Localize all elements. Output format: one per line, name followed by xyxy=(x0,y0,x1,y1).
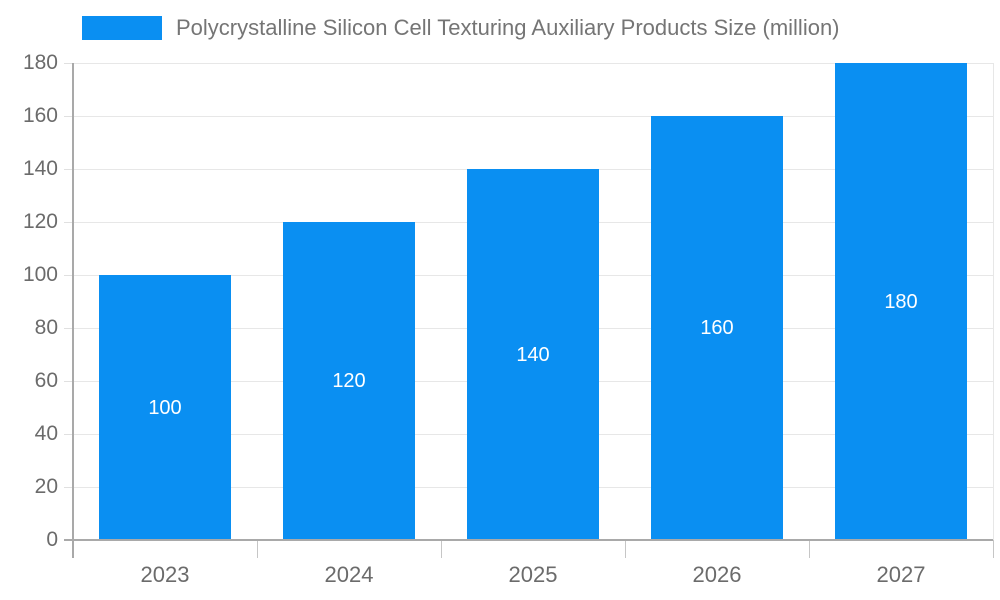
x-axis-tick-label: 2023 xyxy=(140,562,190,587)
legend-swatch-icon xyxy=(82,16,162,40)
y-axis-tick xyxy=(64,116,73,117)
bar-value-label: 180 xyxy=(884,290,918,313)
bar-value-label: 100 xyxy=(148,396,182,419)
y-axis-tick xyxy=(64,222,73,223)
bar-2026 xyxy=(651,116,783,540)
y-axis-tick xyxy=(64,328,73,329)
y-axis-tick-label: 120 xyxy=(22,210,58,233)
y-axis-tick-label: 100 xyxy=(22,263,58,286)
y-axis-tick xyxy=(64,275,73,276)
x-axis-tick-label: 2025 xyxy=(508,562,558,587)
y-axis-line xyxy=(72,63,74,558)
y-axis-tick xyxy=(64,63,73,64)
y-axis-tick-label: 180 xyxy=(22,51,58,74)
y-axis-tick-label: 80 xyxy=(34,316,58,339)
bar-value-label: 120 xyxy=(332,370,366,392)
x-axis-tick xyxy=(625,540,626,558)
x-axis-tick xyxy=(441,540,442,558)
y-axis-tick-label: 140 xyxy=(22,157,58,180)
bar-2023 xyxy=(99,275,231,540)
y-axis-tick xyxy=(64,434,73,435)
x-axis-line xyxy=(64,539,993,541)
y-axis-tick-label: 0 xyxy=(46,528,58,551)
legend-item[interactable]: Polycrystalline Silicon Cell Texturing A… xyxy=(82,15,840,41)
bar-2027 xyxy=(835,63,967,540)
y-axis-tick xyxy=(64,169,73,170)
y-axis-tick xyxy=(64,381,73,382)
y-axis-tick-label: 20 xyxy=(34,475,58,498)
bar-2025 xyxy=(467,169,599,540)
plot-right-border xyxy=(993,63,994,540)
y-axis-tick xyxy=(64,487,73,488)
x-axis-tick xyxy=(257,540,258,558)
x-axis-tick-label: 2027 xyxy=(876,562,926,587)
x-axis-tick xyxy=(809,540,810,558)
bar-value-label: 160 xyxy=(700,317,734,339)
bar-2024 xyxy=(283,222,415,540)
chart-title: Polycrystalline Silicon Cell Texturing A… xyxy=(176,15,840,40)
bar-value-label: 140 xyxy=(516,343,550,366)
x-axis-tick-label: 2026 xyxy=(692,562,742,587)
gridline xyxy=(73,63,993,64)
gridline xyxy=(73,116,993,117)
y-axis-tick-label: 160 xyxy=(22,104,58,127)
y-axis-tick-label: 60 xyxy=(34,369,58,392)
x-axis-tick-label: 2024 xyxy=(324,562,374,587)
y-axis-tick-label: 40 xyxy=(34,422,58,445)
x-axis-tick xyxy=(993,540,994,558)
